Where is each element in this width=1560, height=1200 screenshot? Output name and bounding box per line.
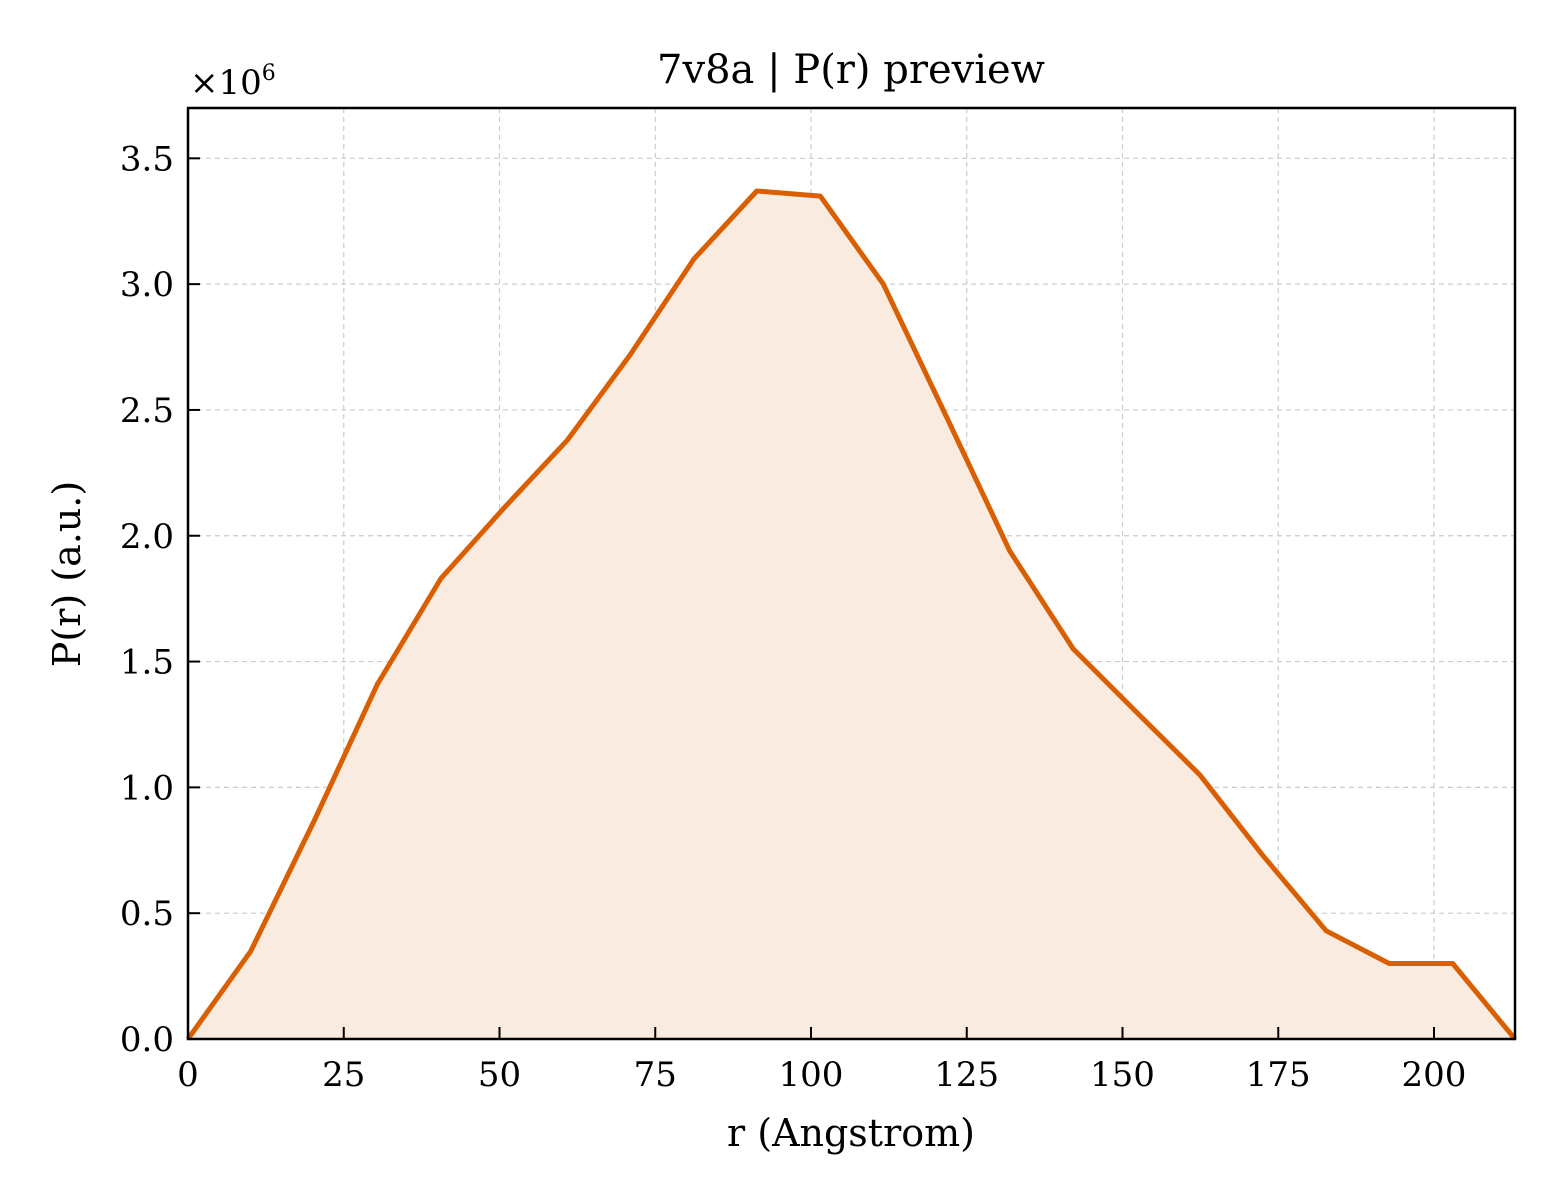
y-tick-label: 3.5	[120, 139, 174, 179]
y-axis-multiplier: ×106	[190, 61, 276, 103]
x-axis-label: r (Angstrom)	[727, 1111, 975, 1155]
y-axis-label: P(r) (a.u.)	[45, 481, 89, 667]
chart-title: 7v8a | P(r) preview	[657, 47, 1045, 93]
x-tick-label: 25	[322, 1055, 365, 1095]
x-tick-label: 175	[1246, 1055, 1311, 1095]
y-tick-label: 3.0	[120, 265, 174, 305]
y-axis-multiplier-base: ×10	[190, 63, 262, 103]
y-tick-label: 0.5	[120, 894, 174, 934]
y-axis-ticks: 0.0 0.5 1.0 1.5 2.0 2.5 3.0 3.5	[120, 139, 200, 1060]
y-tick-label: 1.0	[120, 768, 174, 808]
y-tick-label: 0.0	[120, 1020, 174, 1060]
y-tick-label: 2.0	[120, 517, 174, 557]
x-tick-label: 75	[634, 1055, 677, 1095]
x-axis-ticks: 0 25 50 75 100 125 150 175 200	[177, 1027, 1466, 1095]
y-tick-label: 1.5	[120, 643, 174, 683]
x-tick-label: 0	[177, 1055, 199, 1095]
pr-series-line	[185, 188, 1517, 1041]
pr-area-fill	[188, 191, 1515, 1039]
x-tick-label: 125	[934, 1055, 999, 1095]
y-axis-multiplier-exponent: 6	[262, 61, 276, 86]
x-tick-label: 200	[1402, 1055, 1467, 1095]
x-tick-label: 150	[1090, 1055, 1155, 1095]
y-tick-label: 2.5	[120, 391, 174, 431]
plot-frame	[186, 106, 1517, 1041]
x-tick-label: 100	[779, 1055, 844, 1095]
x-tick-label: 50	[478, 1055, 521, 1095]
